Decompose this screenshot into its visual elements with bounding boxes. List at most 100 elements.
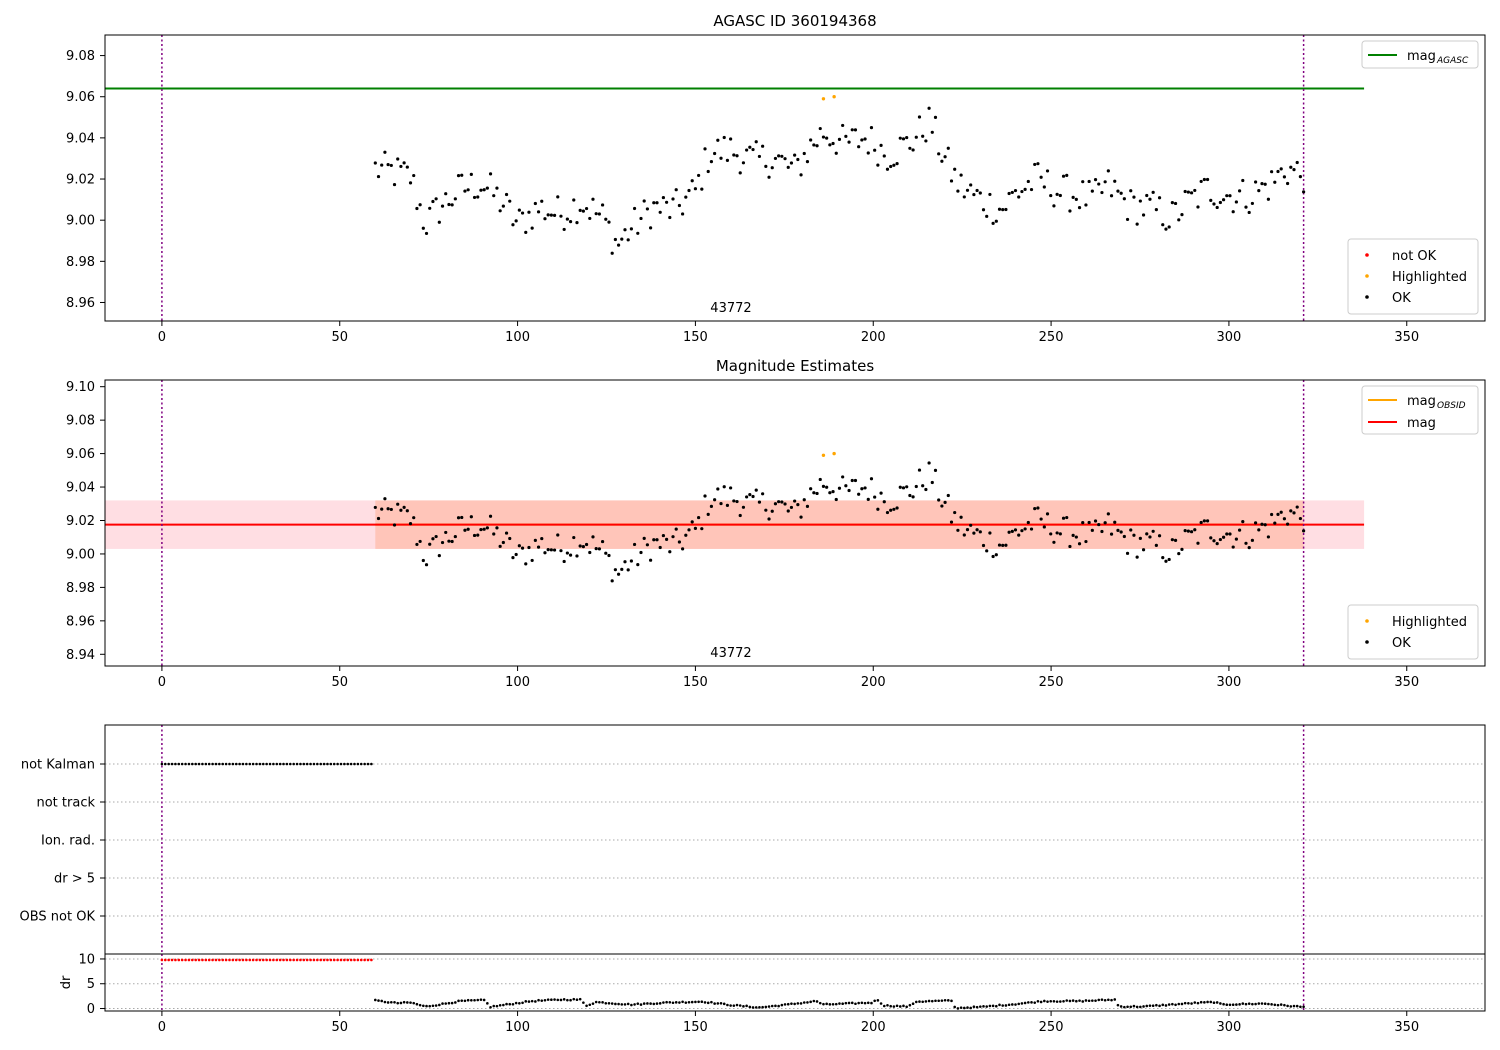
dr-high-point bbox=[268, 958, 272, 962]
ok-point bbox=[1148, 535, 1152, 539]
dr-point bbox=[623, 1003, 627, 1006]
flag-point bbox=[339, 762, 343, 766]
ok-point bbox=[818, 126, 822, 131]
ok-point bbox=[1286, 181, 1290, 186]
dr-point bbox=[521, 1001, 524, 1005]
dr-point bbox=[706, 1001, 710, 1005]
flag-point bbox=[346, 762, 350, 766]
dr-point bbox=[905, 1005, 908, 1009]
dr-point bbox=[444, 1002, 448, 1005]
dr-high-point bbox=[245, 958, 248, 962]
ok-point bbox=[959, 173, 963, 177]
dr-point bbox=[1001, 1004, 1005, 1007]
ok-point bbox=[834, 151, 838, 155]
ok-point bbox=[540, 199, 544, 203]
dr-high-point bbox=[346, 958, 350, 962]
dr-point bbox=[1190, 1002, 1193, 1005]
y-tick-label: 8.96 bbox=[66, 614, 95, 629]
dr-point bbox=[857, 1001, 860, 1005]
ok-point bbox=[732, 153, 736, 157]
ok-point bbox=[655, 538, 659, 542]
dr-point bbox=[1167, 1003, 1171, 1006]
dr-high-point bbox=[160, 958, 164, 962]
ok-point bbox=[399, 508, 403, 512]
ok-point bbox=[892, 507, 896, 511]
ok-point bbox=[693, 526, 698, 530]
dr-high-point bbox=[339, 958, 343, 962]
y-tick-label: 9.02 bbox=[66, 173, 95, 188]
ok-point bbox=[1196, 541, 1200, 545]
ok-point bbox=[671, 197, 675, 201]
ok-point bbox=[962, 533, 966, 537]
ok-point bbox=[1257, 189, 1261, 193]
ok-point bbox=[498, 209, 502, 213]
dr-point bbox=[786, 1002, 790, 1006]
dr-point bbox=[995, 1004, 998, 1008]
ok-point bbox=[789, 505, 794, 510]
dr-high-point bbox=[211, 958, 214, 962]
legend-line-label: mag bbox=[1407, 394, 1436, 409]
ok-point bbox=[716, 487, 720, 491]
dr-point bbox=[1011, 1003, 1014, 1006]
ok-point bbox=[917, 115, 922, 119]
highlighted-point bbox=[821, 453, 826, 457]
ok-point bbox=[1093, 178, 1098, 182]
ok-point bbox=[898, 485, 902, 489]
ok-point bbox=[1077, 542, 1082, 546]
dr-point bbox=[518, 1001, 521, 1005]
line-legend-box bbox=[1361, 40, 1479, 69]
dr-point bbox=[540, 999, 544, 1002]
y-tick-label: 9.00 bbox=[66, 214, 95, 229]
ok-point bbox=[392, 523, 397, 527]
dr-high-point bbox=[336, 958, 339, 962]
ok-point bbox=[882, 500, 886, 504]
ok-point bbox=[495, 186, 499, 190]
dr-point bbox=[790, 1002, 793, 1005]
dr-point bbox=[425, 1004, 428, 1008]
dr-point bbox=[985, 1005, 989, 1008]
ok-point bbox=[1132, 195, 1136, 199]
ok-point bbox=[383, 497, 387, 501]
ok-point bbox=[1193, 528, 1197, 532]
dr-point bbox=[972, 1005, 976, 1009]
ok-point bbox=[402, 161, 406, 165]
dr-point bbox=[1046, 1000, 1049, 1003]
dr-point bbox=[1052, 999, 1056, 1003]
y-tick-label: 9.02 bbox=[66, 514, 95, 529]
dr-point bbox=[508, 1002, 512, 1006]
dr-point bbox=[825, 1002, 828, 1006]
ok-point bbox=[1068, 209, 1072, 213]
flag-point bbox=[231, 762, 235, 766]
ok-point bbox=[684, 195, 688, 199]
ok-point bbox=[1218, 200, 1222, 205]
y-tick-label: 8.96 bbox=[66, 296, 95, 311]
ok-point bbox=[463, 528, 467, 532]
ok-point bbox=[805, 504, 810, 508]
ok-point bbox=[1173, 538, 1178, 542]
ok-point bbox=[773, 156, 778, 161]
ok-point bbox=[511, 223, 515, 227]
ok-point bbox=[421, 558, 425, 563]
ok-point bbox=[965, 528, 970, 532]
ok-point bbox=[985, 214, 989, 218]
ok-point bbox=[1205, 177, 1210, 182]
ok-point bbox=[540, 536, 544, 541]
dr-high-point bbox=[366, 958, 370, 962]
dr-point bbox=[953, 1005, 956, 1009]
ok-point bbox=[1109, 194, 1114, 198]
ok-point bbox=[1260, 182, 1264, 186]
ok-point bbox=[821, 135, 826, 139]
dr-point bbox=[1078, 999, 1081, 1002]
ok-point bbox=[469, 172, 473, 176]
dr-high-point bbox=[302, 958, 306, 962]
ok-point bbox=[735, 154, 739, 158]
ok-point bbox=[392, 182, 397, 187]
ok-point bbox=[424, 563, 429, 567]
ok-point bbox=[783, 157, 787, 161]
dr-point bbox=[681, 1000, 684, 1004]
ok-point bbox=[421, 226, 425, 230]
ok-point bbox=[1279, 510, 1283, 514]
ok-point bbox=[600, 203, 605, 207]
dr-point bbox=[383, 1000, 387, 1004]
ok-point bbox=[428, 542, 432, 546]
